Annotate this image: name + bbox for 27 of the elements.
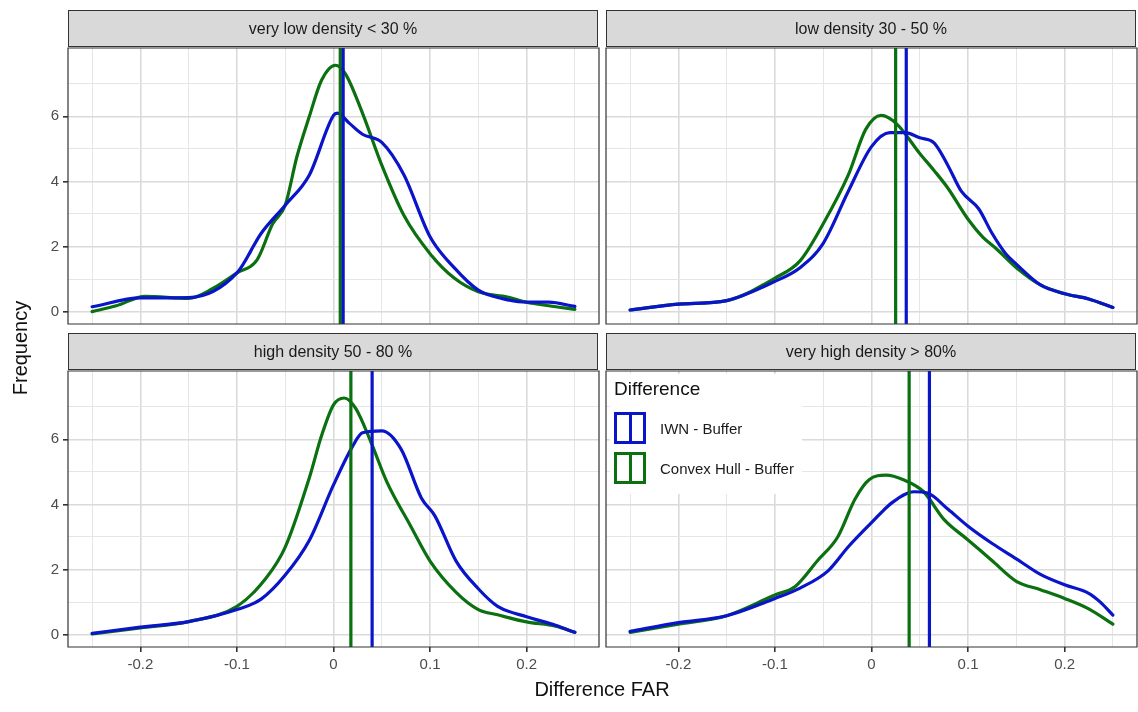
y-tick-label: 2 [50, 236, 59, 254]
chart-title: very high density > 80% [785, 342, 957, 361]
x-tick-label: 0.1 [957, 655, 979, 673]
x-tick-label: 0.2 [1054, 655, 1076, 673]
legend-label: IWN - Buffer [660, 419, 743, 437]
y-tick-label: 6 [50, 429, 59, 447]
x-tick-label: -0.2 [127, 655, 154, 673]
x-tick-label: 0 [329, 655, 338, 673]
chart-title: high density 50 - 80 % [253, 342, 413, 361]
x-tick-label: 0.2 [516, 655, 538, 673]
x-tick-label: 0 [867, 655, 876, 673]
y-tick-label: 4 [50, 171, 59, 189]
legend-title: Difference [614, 378, 702, 400]
x-axis-title: Difference FAR [533, 678, 671, 701]
chart-title: low density 30 - 50 % [794, 19, 948, 38]
y-axis-title: Frequency [8, 300, 32, 396]
y-tick-label: 0 [50, 301, 59, 319]
y-tick-label: 4 [50, 494, 59, 512]
x-tick-label: 0.1 [419, 655, 441, 673]
x-tick-label: -0.1 [762, 655, 788, 673]
y-tick-label: 6 [50, 106, 59, 124]
x-tick-label: -0.2 [665, 655, 692, 673]
x-tick-label: -0.1 [224, 655, 250, 673]
y-tick-label: 2 [50, 559, 59, 577]
y-tick-label: 0 [50, 624, 59, 642]
chart-title: very low density < 30 % [248, 19, 418, 38]
legend-label: Convex Hull - Buffer [660, 459, 794, 477]
